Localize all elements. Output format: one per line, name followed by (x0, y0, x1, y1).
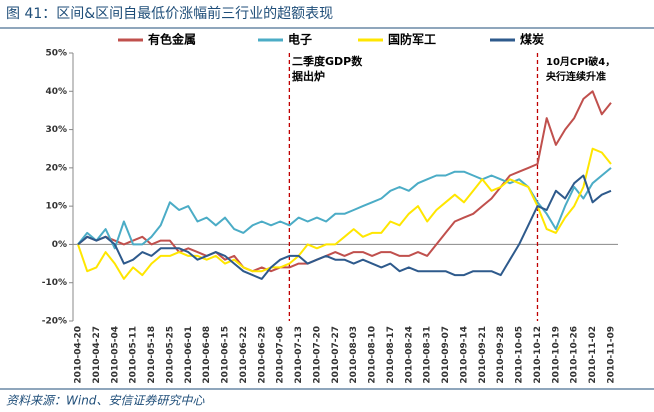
x-tick-label: 2010-04-27 (92, 326, 102, 384)
x-tick-label: 2010-10-26 (570, 326, 580, 384)
annotation-text: 据出炉 (292, 69, 325, 83)
series-line (77, 174, 612, 280)
x-tick-label: 2010-06-29 (257, 326, 267, 384)
x-tick-label: 2010-11-02 (588, 326, 598, 384)
x-tick-label: 2010-09-14 (459, 326, 469, 384)
x-tick-label: 2010-10-05 (515, 326, 525, 384)
x-tick-label: 2010-07-13 (294, 326, 304, 384)
y-tick-label: 20% (45, 163, 67, 173)
y-tick-label: 0% (52, 240, 67, 250)
y-tick-label: 30% (45, 125, 67, 135)
x-tick-label: 2010-10-19 (551, 326, 561, 384)
y-tick-label: -20% (42, 317, 67, 327)
x-tick-label: 2010-08-03 (349, 326, 359, 384)
y-tick-label: 40% (45, 87, 67, 97)
annotation-text: 10月CPI破4， (546, 55, 615, 68)
x-tick-label: 2010-10-12 (533, 326, 543, 384)
series-line (77, 147, 612, 280)
x-tick-label: 2010-11-09 (607, 326, 617, 384)
x-tick-label: 2010-09-28 (496, 326, 506, 384)
y-tick-label: 10% (45, 202, 67, 212)
source: 资料来源：Wind、安信证券研究中心 (6, 394, 205, 408)
legend-label: 电子 (288, 32, 312, 47)
annotation-text: 央行连续升准 (546, 70, 606, 83)
annotation-text: 二季度GDP数 (292, 54, 363, 68)
x-tick-label: 2010-08-31 (423, 326, 433, 384)
x-tick-label: 2010-06-01 (184, 326, 194, 384)
legend-label: 有色金属 (148, 32, 196, 47)
x-tick-label: 2010-05-25 (165, 326, 175, 384)
x-tick-label: 2010-06-22 (239, 326, 249, 384)
x-tick-label: 2010-09-21 (478, 326, 488, 384)
series-line (77, 90, 612, 273)
x-tick-label: 2010-09-07 (441, 326, 451, 384)
x-tick-label: 2010-06-08 (202, 326, 212, 384)
x-tick-label: 2010-08-10 (368, 326, 378, 384)
x-tick-label: 2010-08-17 (386, 326, 396, 384)
x-tick-label: 2010-05-11 (129, 326, 139, 384)
y-tick-label: -10% (42, 278, 67, 288)
x-tick-label: 2010-04-20 (74, 326, 84, 384)
x-tick-label: 2010-06-15 (221, 326, 231, 384)
x-tick-label: 2010-08-24 (404, 326, 414, 384)
x-tick-label: 2010-05-04 (110, 326, 120, 384)
x-tick-label: 2010-05-18 (147, 326, 157, 384)
legend-label: 煤炭 (520, 32, 544, 47)
x-tick-label: 2010-07-20 (312, 326, 322, 384)
x-tick-label: 2010-07-06 (276, 326, 286, 384)
legend-label: 国防军工 (388, 32, 436, 47)
series-line (77, 167, 612, 250)
y-tick-label: 50% (45, 49, 67, 59)
x-tick-label: 2010-07-27 (331, 326, 341, 384)
chart-title: 图 41：区间&区间自最低价涨幅前三行业的超额表现 (6, 5, 333, 22)
